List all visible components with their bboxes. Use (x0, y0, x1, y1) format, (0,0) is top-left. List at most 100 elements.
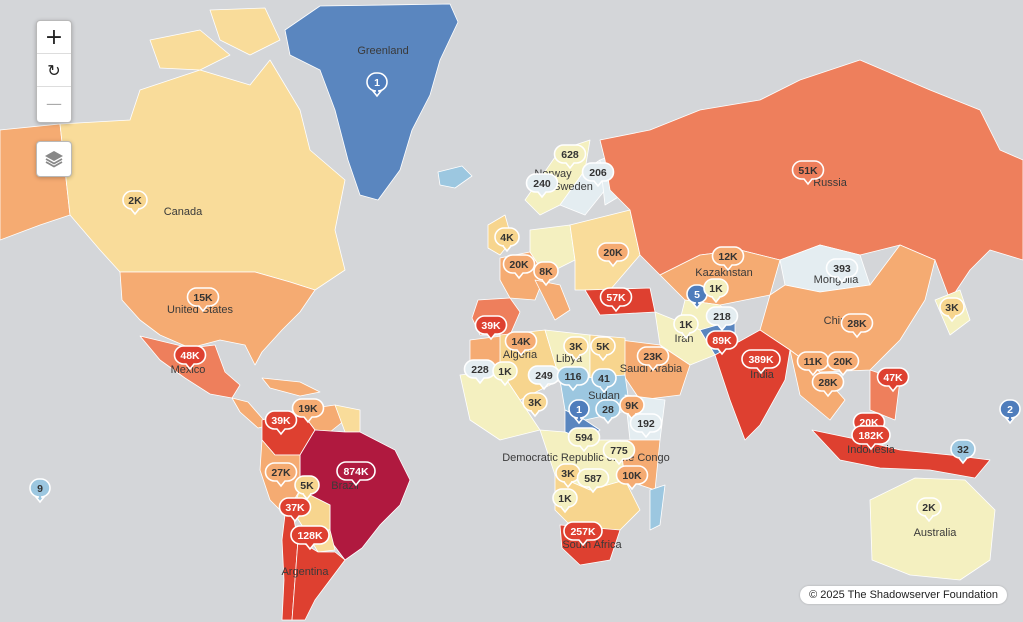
map-marker[interactable]: 48K (173, 345, 207, 371)
marker-bubble[interactable] (504, 331, 538, 357)
marker-bubble[interactable] (533, 261, 559, 287)
marker-bubble[interactable] (711, 246, 745, 272)
marker-bubble[interactable] (568, 399, 590, 425)
marker-bubble[interactable] (811, 372, 845, 398)
map-marker[interactable]: 3K (563, 336, 589, 362)
marker-bubble[interactable] (553, 144, 587, 170)
marker-bubble[interactable] (563, 336, 589, 362)
map-marker[interactable]: 3K (522, 392, 548, 418)
map-marker[interactable]: 14K (504, 331, 538, 357)
map-marker[interactable]: 2K (916, 497, 942, 523)
marker-bubble[interactable] (264, 462, 298, 488)
map-marker[interactable]: 393 (825, 258, 859, 284)
region-argentina[interactable] (291, 539, 346, 621)
map-marker[interactable]: 3K (555, 463, 581, 489)
marker-bubble[interactable] (705, 306, 739, 332)
region-canada[interactable] (59, 59, 346, 291)
map-marker[interactable]: 257K (563, 521, 603, 547)
region-greenland[interactable] (284, 3, 459, 201)
marker-bubble[interactable] (522, 392, 548, 418)
marker-bubble[interactable] (599, 287, 633, 313)
marker-bubble[interactable] (294, 475, 320, 501)
map-marker[interactable]: 51K (791, 160, 825, 186)
map-marker[interactable]: 249 (527, 365, 561, 391)
map-marker[interactable]: 57K (599, 287, 633, 313)
marker-bubble[interactable] (705, 330, 739, 356)
map-marker[interactable]: 8K (533, 261, 559, 287)
map-marker[interactable]: 5K (590, 336, 616, 362)
map-marker[interactable]: 10K (615, 465, 649, 491)
map-marker[interactable]: 1K (703, 278, 729, 304)
marker-bubble[interactable] (602, 440, 636, 466)
map-marker[interactable]: 1K (552, 488, 578, 514)
map-marker[interactable]: 5K (294, 475, 320, 501)
marker-bubble[interactable] (950, 439, 976, 465)
map-marker[interactable]: 15K (186, 287, 220, 313)
map-marker[interactable]: 1 (568, 399, 590, 425)
map-marker[interactable]: 11K (796, 351, 830, 377)
map-marker[interactable]: 39K (474, 315, 508, 341)
marker-bubble[interactable] (636, 346, 670, 372)
marker-bubble[interactable] (825, 258, 859, 284)
map-marker[interactable]: 594 (567, 427, 601, 453)
map-marker[interactable]: 389K (741, 349, 781, 375)
marker-bubble[interactable] (999, 399, 1021, 425)
marker-bubble[interactable] (474, 315, 508, 341)
map-marker[interactable]: 41 (591, 368, 617, 394)
map-marker[interactable]: 37K (278, 497, 312, 523)
zoom-in-button[interactable]: + (37, 21, 71, 54)
map-marker[interactable]: 1 (366, 72, 388, 98)
marker-bubble[interactable] (291, 398, 325, 424)
marker-bubble[interactable] (122, 190, 148, 216)
map-marker[interactable]: 218 (705, 306, 739, 332)
marker-bubble[interactable] (595, 399, 621, 425)
map-marker[interactable]: 39K (264, 410, 298, 436)
reset-view-button[interactable]: ↻ (37, 54, 71, 87)
marker-bubble[interactable] (876, 367, 910, 393)
marker-bubble[interactable] (851, 425, 891, 451)
map-marker[interactable]: 128K (290, 525, 330, 551)
marker-bubble[interactable] (552, 488, 578, 514)
map-marker[interactable]: 12K (711, 246, 745, 272)
marker-bubble[interactable] (596, 242, 630, 268)
map-marker[interactable]: 587 (576, 468, 610, 494)
marker-bubble[interactable] (527, 365, 561, 391)
marker-bubble[interactable] (791, 160, 825, 186)
map-marker[interactable]: 4K (494, 227, 520, 253)
map-marker[interactable]: 27K (264, 462, 298, 488)
marker-bubble[interactable] (492, 361, 518, 387)
marker-bubble[interactable] (186, 287, 220, 313)
marker-bubble[interactable] (567, 427, 601, 453)
marker-bubble[interactable] (463, 359, 497, 385)
map-marker[interactable]: 19K (291, 398, 325, 424)
marker-bubble[interactable] (563, 521, 603, 547)
region-united-states[interactable] (119, 271, 316, 366)
marker-bubble[interactable] (29, 478, 51, 504)
map-marker[interactable]: 775 (602, 440, 636, 466)
region-australia[interactable] (869, 477, 996, 581)
layers-button[interactable] (36, 141, 72, 177)
map-marker[interactable]: 182K (851, 425, 891, 451)
marker-bubble[interactable] (525, 173, 559, 199)
marker-bubble[interactable] (494, 227, 520, 253)
marker-bubble[interactable] (939, 297, 965, 323)
zoom-out-button[interactable]: — (46, 94, 62, 113)
marker-bubble[interactable] (741, 349, 781, 375)
map-marker[interactable]: 1K (492, 361, 518, 387)
map-marker[interactable]: 28K (811, 372, 845, 398)
map-marker[interactable]: 3K (939, 297, 965, 323)
map-marker[interactable]: 9 (29, 478, 51, 504)
marker-bubble[interactable] (502, 254, 536, 280)
marker-bubble[interactable] (840, 313, 874, 339)
map-marker[interactable]: 1K (673, 314, 699, 340)
marker-bubble[interactable] (590, 336, 616, 362)
map-marker[interactable]: 240 (525, 173, 559, 199)
map-marker[interactable]: 28 (595, 399, 621, 425)
map-marker[interactable]: 228 (463, 359, 497, 385)
map-marker[interactable]: 32 (950, 439, 976, 465)
marker-bubble[interactable] (278, 497, 312, 523)
marker-bubble[interactable] (336, 461, 376, 487)
marker-bubble[interactable] (366, 72, 388, 98)
map-marker[interactable]: 628 (553, 144, 587, 170)
